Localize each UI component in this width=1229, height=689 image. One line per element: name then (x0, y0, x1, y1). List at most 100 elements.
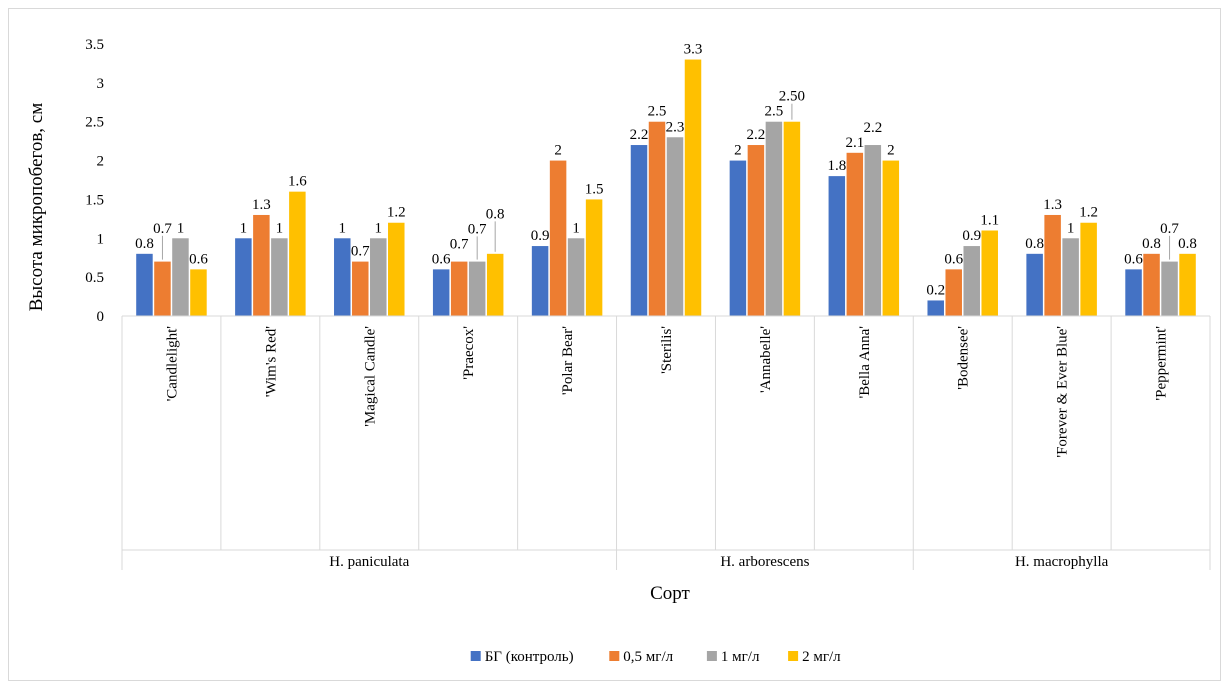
y-tick-label: 3.5 (85, 37, 104, 53)
legend-swatch (470, 651, 481, 661)
category-label: 'Magical Candle' (362, 326, 378, 427)
data-label: 2.3 (666, 119, 685, 135)
legend-label: 1 мг/л (721, 649, 760, 665)
bar (729, 160, 747, 316)
bar (567, 238, 585, 316)
data-label: 0.8 (486, 206, 505, 222)
bar (1026, 253, 1043, 316)
data-label: 1.2 (1079, 205, 1098, 221)
data-label: 1 (276, 220, 284, 236)
group-label: H. arborescens (720, 554, 809, 570)
data-label: 1.1 (980, 213, 999, 229)
bar (190, 269, 207, 316)
legend-label: БГ (контроль) (485, 649, 574, 665)
data-label: 0.8 (135, 236, 154, 252)
group-label: H. macrophylla (1015, 554, 1109, 570)
category-label: 'Sterilis' (659, 326, 675, 374)
bar (585, 199, 603, 316)
bar (747, 145, 765, 316)
bar (1044, 214, 1061, 316)
bar (648, 121, 666, 316)
data-label: 2.2 (630, 127, 649, 143)
data-label: 0.7 (450, 236, 469, 252)
data-label: 2.5 (648, 104, 667, 120)
legend-swatch (609, 651, 620, 661)
data-label: 1 (572, 220, 580, 236)
category-label: 'Bella Anna' (857, 326, 873, 399)
data-label: 1.8 (827, 158, 846, 174)
bar (927, 300, 944, 316)
data-label: 0.6 (1124, 251, 1143, 267)
data-label: 0.9 (531, 228, 550, 244)
x-axis: 'Candlelight' 'Wim's Red' 'Magical Candle'… (121, 315, 1211, 570)
label-leader-lines (161, 103, 1171, 260)
data-label: 0.7 (153, 221, 172, 237)
bar (334, 238, 351, 316)
category-label: 'Annabelle' (758, 326, 774, 393)
data-label: 1 (177, 220, 185, 236)
bar (468, 261, 486, 316)
bars (136, 59, 1196, 317)
bar (828, 176, 846, 316)
category-label: 'Peppermint' (1154, 326, 1170, 401)
legend-swatch (706, 651, 717, 661)
data-label: 2 (734, 143, 742, 159)
legend-label: 0,5 мг/л (623, 649, 673, 665)
x-axis-title: Сорт (650, 583, 690, 604)
y-tick-label: 2 (97, 154, 105, 170)
bar (531, 246, 549, 316)
y-axis: 0 0.5 1 1.5 2 2.5 3 3.5 (85, 37, 104, 325)
data-label: 0.6 (432, 251, 451, 267)
data-label: 1 (1067, 220, 1075, 236)
bar (684, 59, 702, 317)
bar (370, 238, 387, 316)
data-label: 0.2 (926, 282, 945, 298)
y-tick-label: 0.5 (85, 270, 104, 286)
data-label: 2.2 (747, 127, 766, 143)
chart-frame (8, 8, 1221, 681)
y-tick-label: 1.5 (85, 192, 104, 208)
y-tick-label: 0 (97, 309, 105, 325)
data-label: 0.6 (189, 251, 208, 267)
data-label: 1.2 (387, 205, 406, 221)
bar (289, 191, 306, 316)
data-label: 2.50 (779, 89, 805, 105)
y-tick-label: 1 (97, 231, 105, 247)
bar (945, 269, 962, 316)
y-axis-title: Высота микропобегов, см (26, 103, 47, 312)
legend-label: 2 мг/л (802, 649, 841, 665)
data-label: 0.7 (351, 244, 370, 260)
y-tick-label: 3 (97, 76, 105, 92)
data-label: 1.3 (252, 197, 271, 213)
data-label: 0.8 (1142, 236, 1161, 252)
bar (450, 261, 468, 316)
bar (271, 238, 288, 316)
bar (1080, 222, 1097, 316)
bar (1143, 253, 1160, 316)
category-label: 'Forever & Ever Blue' (1055, 326, 1071, 458)
legend-swatch (788, 651, 799, 661)
data-label: 0.9 (962, 228, 981, 244)
data-label: 2 (554, 143, 562, 159)
data-label: 0.8 (1178, 236, 1197, 252)
bar (1161, 261, 1178, 316)
bar (846, 152, 864, 316)
bar (154, 261, 171, 316)
data-label: 0.7 (1160, 221, 1179, 237)
data-label: 0.6 (944, 251, 963, 267)
category-label: 'Bodensee' (956, 326, 972, 390)
group-label: H. paniculata (329, 554, 409, 570)
category-label: 'Candlelight' (164, 326, 180, 402)
bar (963, 246, 980, 316)
category-label: 'Polar Bear' (560, 326, 576, 395)
bar (630, 145, 648, 316)
bar (235, 238, 252, 316)
legend: БГ (контроль) 0,5 мг/л 1 мг/л 2 мг/л (470, 649, 841, 665)
bar (783, 121, 801, 316)
data-label: 0.8 (1025, 236, 1044, 252)
bar (549, 160, 567, 316)
data-label: 1 (339, 220, 347, 236)
bar (981, 230, 998, 316)
bar (882, 160, 900, 316)
